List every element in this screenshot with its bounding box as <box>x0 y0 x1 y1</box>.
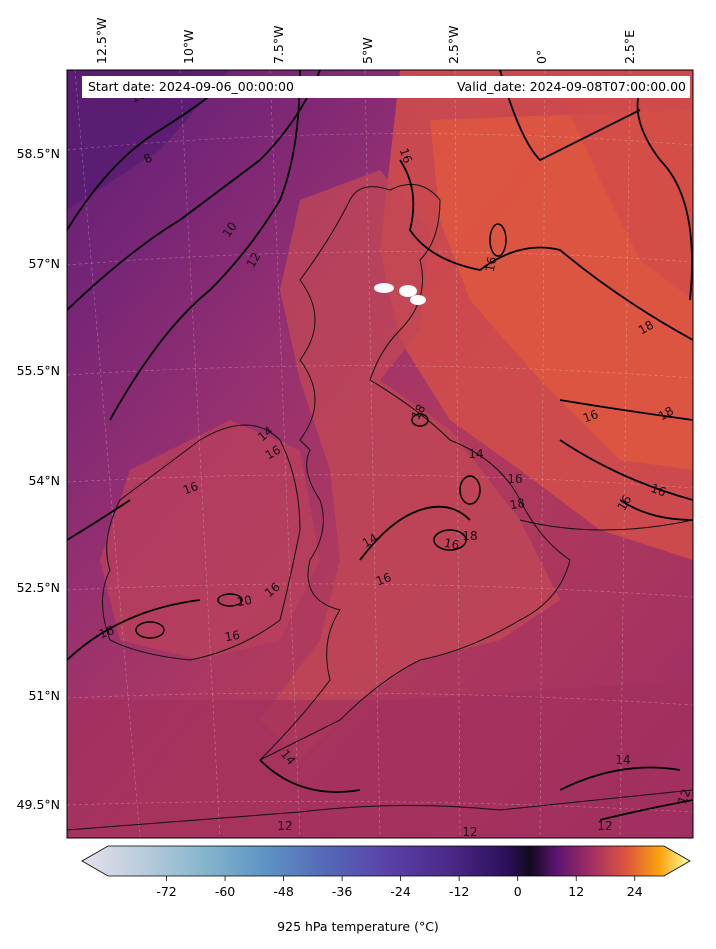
colorbar-tick-label: -12 <box>449 884 469 899</box>
colorbar: -72 -60 -48 -36 -24 -12 0 12 24 <box>81 845 691 899</box>
latitude-label: 52.5°N <box>17 580 60 595</box>
contour-label: 12 <box>462 825 477 839</box>
latitude-label: 54°N <box>28 473 60 488</box>
contour-label: 18 <box>509 496 526 512</box>
contour-label: 12 <box>277 819 292 833</box>
map-frame <box>66 69 694 839</box>
colorbar-tick-label: -24 <box>390 884 410 899</box>
contour-label: 12 <box>244 250 264 270</box>
longitude-label: 7.5°W <box>271 26 286 65</box>
contour-label: 16 <box>443 536 460 552</box>
longitude-label: 5°W <box>360 37 375 64</box>
contour-label: 16 <box>581 407 600 425</box>
latitude-labels: 58.5°N 57°N 55.5°N 54°N 52.5°N 51°N 49.5°N <box>17 146 60 812</box>
contour-label: 12 <box>675 787 693 806</box>
contour-label: 18 <box>409 402 429 422</box>
colorbar-ticks: -72 -60 -48 -36 -24 -12 0 12 24 <box>156 876 643 899</box>
colorbar-tick-label: -36 <box>332 884 352 899</box>
contour-label: 14 <box>360 531 380 551</box>
contour-label: 16 <box>649 481 668 499</box>
contour-label: 16 <box>97 623 116 641</box>
contour-label: 16 <box>615 493 635 513</box>
colorbar-tick-label: 12 <box>568 884 584 899</box>
latitude-label: 49.5°N <box>17 797 60 812</box>
longitude-label: 0° <box>534 50 549 64</box>
contour-label: 18 <box>656 404 676 424</box>
contour-label: 16 <box>483 256 499 273</box>
colorbar-tick-label: 24 <box>627 884 643 899</box>
contour-label: 12 <box>597 819 612 833</box>
longitude-labels: 12.5°W 10°W 7.5°W 5°W 2.5°W 0° 2.5°E <box>94 18 637 64</box>
contour-label: 18 <box>636 318 656 338</box>
longitude-label: 10°W <box>181 29 196 64</box>
valid-date-label: Valid_date: 2024-09-08T07:00:00.00 <box>412 76 690 98</box>
latitude-label: 57°N <box>28 256 60 271</box>
longitude-label: 2.5°W <box>446 26 461 65</box>
contour-label: 16 <box>181 479 200 497</box>
contour-label: 16 <box>224 628 241 644</box>
contour-label: 16 <box>263 443 283 463</box>
contour-label: 16 <box>507 472 522 486</box>
colorbar-tick-label: 0 <box>514 884 522 899</box>
contour-label: 14 <box>468 447 483 461</box>
longitude-label: 2.5°E <box>622 30 637 64</box>
latitude-label: 51°N <box>28 688 60 703</box>
colorbar-title: 925 hPa temperature (°C) <box>277 919 439 934</box>
latitude-label: 55.5°N <box>17 363 60 378</box>
latitude-label: 58.5°N <box>17 146 60 161</box>
colorbar-tick-label: -60 <box>215 884 235 899</box>
contour-label: 18 <box>462 529 477 543</box>
colorbar-tick-label: -48 <box>273 884 293 899</box>
contour-label: 16 <box>374 570 393 588</box>
longitude-label: 12.5°W <box>94 18 109 64</box>
contour-label: 16 <box>397 146 415 165</box>
contour-label: 14 <box>615 753 630 767</box>
colorbar-tick-label: -72 <box>156 884 176 899</box>
colorbar-bar <box>81 845 691 877</box>
contour-label: 10 <box>236 593 253 609</box>
start-date-label: Start date: 2024-09-06_00:00:00 <box>82 76 418 98</box>
